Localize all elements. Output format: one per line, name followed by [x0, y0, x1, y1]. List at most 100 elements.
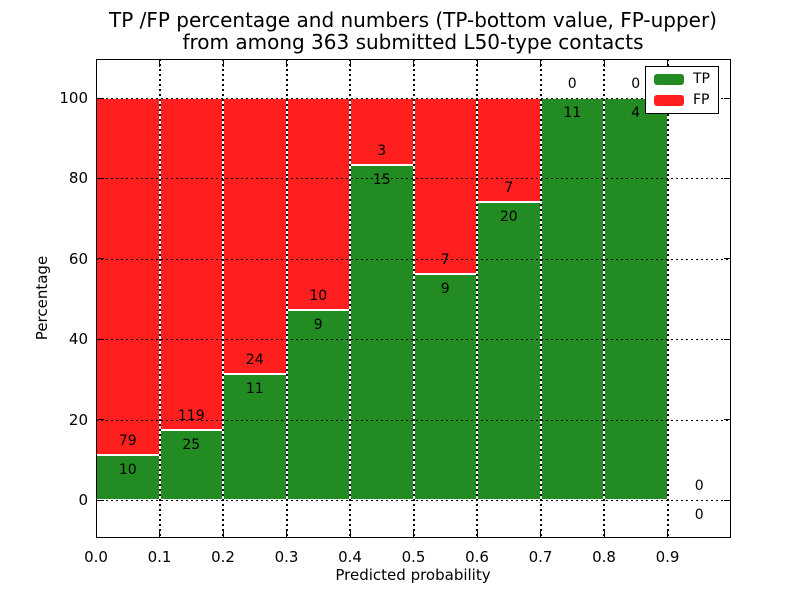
- x-gridline: [539, 59, 542, 538]
- fp-count-label: 24: [245, 351, 264, 368]
- legend-label-fp: FP: [693, 92, 710, 108]
- x-tick-label: 0.5: [401, 548, 426, 566]
- fp-count-label: 0: [567, 76, 577, 92]
- x-tick: [476, 60, 478, 67]
- x-tick: [95, 60, 97, 67]
- x-tick: [349, 530, 351, 537]
- fp-count-label: 0: [631, 76, 641, 92]
- y-tick-label: 40: [68, 330, 88, 349]
- x-tick: [603, 60, 605, 67]
- x-gridline: [349, 59, 351, 538]
- y-tick: [723, 258, 730, 260]
- y-tick: [97, 419, 104, 421]
- tp-count-label: 25: [182, 437, 201, 454]
- chart-title: TP /FP percentage and numbers (TP-bottom…: [109, 9, 717, 53]
- y-tick: [723, 177, 730, 179]
- legend: TP FP: [645, 66, 719, 114]
- y-tick: [97, 258, 104, 260]
- x-tick: [349, 60, 351, 67]
- x-tick: [667, 530, 668, 537]
- x-gridline: [666, 59, 669, 538]
- y-tick: [97, 97, 104, 99]
- tp-count-label: 4: [631, 105, 641, 121]
- fp-color-swatch: [654, 95, 684, 106]
- fp-count-label: 119: [177, 408, 205, 425]
- x-tick: [413, 60, 414, 67]
- chart-title-line2: from among 363 submitted L50-type contac…: [182, 30, 644, 54]
- bar-fp-segment: [96, 98, 160, 455]
- x-gridline: [285, 59, 288, 538]
- tp-count-label: 20: [499, 209, 518, 226]
- x-tick: [413, 530, 414, 537]
- tp-count-label: 11: [563, 105, 582, 121]
- x-tick: [603, 530, 605, 537]
- fp-count-label: 79: [118, 432, 137, 449]
- y-tick: [97, 499, 104, 501]
- bar-fp-segment: [413, 98, 477, 274]
- y-gridline: [96, 178, 731, 180]
- x-gridline: [476, 59, 478, 538]
- x-tick-label: 0.8: [592, 548, 616, 566]
- y-gridline: [96, 98, 731, 99]
- x-tick-label: 0.6: [465, 548, 489, 566]
- y-tick: [723, 499, 730, 501]
- x-tick: [540, 530, 541, 537]
- x-tick-label: 0.2: [211, 548, 235, 566]
- legend-entry-tp: TP: [654, 72, 710, 87]
- x-tick-label: 0.1: [147, 548, 172, 566]
- tp-count-label: 15: [372, 172, 391, 188]
- y-tick: [723, 97, 730, 99]
- bar-fp-segment: [477, 98, 541, 203]
- x-tick-label: 0.7: [528, 548, 553, 566]
- y-tick: [97, 338, 104, 340]
- x-tick: [95, 530, 97, 537]
- x-tick-label: 0.0: [84, 548, 108, 566]
- legend-entry-fp: FP: [654, 93, 710, 108]
- y-gridline: [96, 339, 731, 341]
- y-tick-label: 60: [68, 249, 88, 268]
- y-tick-label: 100: [59, 89, 88, 107]
- plot-area-border: [96, 59, 731, 538]
- x-tick: [159, 530, 160, 537]
- y-tick: [723, 338, 730, 340]
- x-tick-label: 0.9: [655, 548, 680, 566]
- tp-count-label: 0: [694, 507, 704, 523]
- y-axis-label: Percentage: [33, 255, 51, 341]
- fp-count-label: 10: [309, 287, 328, 304]
- y-gridline: [96, 258, 731, 260]
- x-tick-label: 0.3: [274, 548, 299, 566]
- fp-count-label: 7: [440, 251, 450, 268]
- bar-fp-segment: [286, 98, 350, 310]
- bar-tp-segment: [96, 454, 160, 500]
- y-tick-label: 20: [68, 410, 88, 429]
- x-tick: [476, 530, 478, 537]
- chart-title-line1: TP /FP percentage and numbers (TP-bottom…: [109, 8, 717, 32]
- tp-count-label: 10: [118, 461, 137, 478]
- tp-count-label: 11: [245, 380, 264, 397]
- tp-count-label: 9: [440, 280, 450, 297]
- x-tick: [286, 60, 287, 67]
- y-tick: [97, 177, 104, 179]
- fp-count-label: 7: [504, 180, 514, 197]
- legend-label-tp: TP: [693, 71, 710, 87]
- x-tick: [540, 60, 541, 67]
- x-gridline: [603, 59, 605, 538]
- y-tick: [723, 419, 730, 421]
- y-gridline: [96, 419, 731, 421]
- x-tick: [159, 60, 160, 67]
- fp-count-label: 3: [377, 143, 387, 159]
- x-gridline: [222, 59, 224, 538]
- y-tick-label: 0: [78, 491, 88, 509]
- fp-count-label: 0: [694, 478, 704, 494]
- y-gridline: [96, 500, 731, 501]
- x-axis-label: Predicted probability: [335, 566, 491, 584]
- x-gridline: [412, 59, 415, 538]
- x-gridline: [158, 59, 161, 538]
- x-tick: [286, 530, 287, 537]
- bar-fp-segment: [223, 98, 287, 374]
- tp-count-label: 9: [313, 316, 323, 333]
- x-tick: [667, 60, 668, 67]
- x-tick: [222, 530, 224, 537]
- x-tick-label: 0.4: [338, 548, 362, 566]
